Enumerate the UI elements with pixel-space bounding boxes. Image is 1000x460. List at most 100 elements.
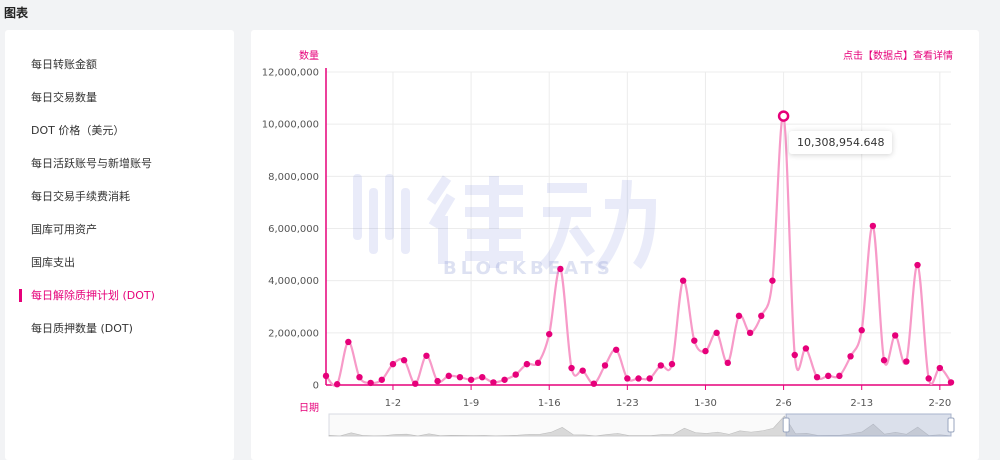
data-point[interactable] [568,364,575,372]
menu-item[interactable]: 每日转账金额 [31,58,97,71]
data-point[interactable] [579,367,586,374]
menu-item[interactable]: 每日质押数量 (DOT) [31,322,133,335]
y-tick-labels: 0 2,000,000 4,000,000 6,000,000 8,000,000 10,… [262,68,319,392]
data-point[interactable] [345,338,352,346]
data-point[interactable] [891,332,899,339]
x-tick-label: 1-9 [463,398,479,409]
view-detail-link[interactable]: 点击【数据点】查看详情 [843,51,953,62]
y-tick-label: 8,000,000 [268,172,319,183]
data-point[interactable] [322,372,330,380]
data-point[interactable] [936,364,944,372]
data-point[interactable] [356,373,363,381]
data-point[interactable] [858,327,865,334]
data-point[interactable] [400,357,408,364]
data-point[interactable] [612,346,620,353]
data-point[interactable] [802,345,810,352]
menu-item[interactable]: 国库可用资产 [31,223,97,236]
data-point[interactable] [512,371,519,378]
slider-handle[interactable] [947,417,955,433]
page-title: 图表 [4,6,29,20]
data-point[interactable] [914,261,921,269]
data-points [322,110,955,388]
chart-menu-list: 每日转账金额 每日交易数量 DOT 价格（美元） 每日活跃账号与新增账号 每日交易手续费… [5,30,234,345]
data-point[interactable] [624,375,631,382]
data-point[interactable] [813,373,821,381]
menu-item[interactable]: DOT 价格（美元） [31,124,125,137]
y-tick-label: 10,000,000 [262,120,319,131]
y-tick-label: 6,000,000 [268,224,319,235]
x-tick-label: 1-23 [616,398,639,409]
y-tick-label: 0 [313,381,319,392]
data-point[interactable] [657,362,665,369]
data-point[interactable] [713,329,720,337]
data-point[interactable] [434,377,441,385]
series-line [325,114,952,387]
y-tick-label: 2,000,000 [268,328,319,339]
data-point[interactable] [947,379,955,386]
menu-item[interactable]: 每日交易手续费消耗 [31,190,130,203]
data-point[interactable] [445,372,452,380]
x-tick-label: 1-2 [385,398,401,409]
data-point[interactable] [467,376,475,383]
data-point[interactable] [333,381,341,388]
line-chart: 0 2,000,000 4,000,000 6,000,000 8,000,000 10,… [262,68,955,437]
data-point[interactable] [557,265,564,273]
y-tick-label: 4,000,000 [268,276,319,287]
data-point[interactable] [724,359,731,367]
data-point[interactable] [825,372,832,380]
data-point[interactable] [679,277,687,284]
value-tooltip: 10,308,954.648 [789,131,893,154]
data-point[interactable] [646,375,653,382]
data-point[interactable] [590,380,598,387]
data-point[interactable] [836,372,843,380]
data-point[interactable] [479,373,486,381]
grid-lines [325,68,951,390]
data-point[interactable] [925,375,932,382]
y-tick-label: 12,000,000 [262,68,319,79]
menu-item[interactable]: 每日活跃账号与新增账号 [31,157,152,170]
x-tick-labels: 1-2 1-9 1-16 1-23 1-30 2-6 2-13 2-20 [385,398,951,409]
x-axis-unit: 日期 [299,403,319,414]
data-point[interactable] [367,379,374,387]
x-tick-label: 2-13 [850,398,873,409]
y-axis-unit: 数量 [299,51,319,62]
data-point[interactable] [702,347,709,355]
data-point[interactable] [691,337,698,344]
data-point[interactable] [534,359,542,367]
slider-minimap [328,415,952,437]
data-point[interactable] [668,360,676,368]
data-point[interactable] [847,353,854,360]
menu-item[interactable]: 国库支出 [31,256,75,269]
data-point[interactable] [523,360,531,368]
data-point[interactable] [903,358,910,365]
data-point[interactable] [735,312,743,320]
data-zoom-slider [328,413,955,437]
data-point[interactable] [501,376,508,383]
slider-window[interactable] [785,413,952,437]
data-point[interactable] [546,330,553,338]
data-point-highlight[interactable] [777,110,790,122]
x-tick-label: 2-20 [928,398,951,409]
data-point[interactable] [601,362,609,369]
chart-panel: 0 2,000,000 4,000,000 6,000,000 8,000,000 10,… [251,30,979,460]
data-point[interactable] [423,352,430,359]
data-point[interactable] [746,329,754,337]
data-point[interactable] [490,379,497,386]
chart-menu-sidebar: 每日转账金额 每日交易数量 DOT 价格（美元） 每日活跃账号与新增账号 每日交易手续费… [5,30,234,460]
menu-item[interactable]: 每日交易数量 [31,91,97,104]
data-point[interactable] [389,360,397,368]
data-point[interactable] [456,373,464,381]
data-point[interactable] [869,222,877,230]
data-point[interactable] [758,312,765,320]
data-point[interactable] [635,375,642,382]
data-point[interactable] [880,357,888,364]
x-tick-label: 2-6 [775,398,791,409]
data-point[interactable] [378,376,386,383]
data-point[interactable] [791,351,798,359]
data-point[interactable] [769,277,776,284]
slider-handle[interactable] [782,417,790,433]
menu-item[interactable]: 每日解除质押计划 (DOT) [5,279,234,312]
x-tick-label: 1-16 [538,398,561,409]
data-point[interactable] [412,380,419,387]
watermark-subtext: BLOCKBEATS [443,258,614,279]
